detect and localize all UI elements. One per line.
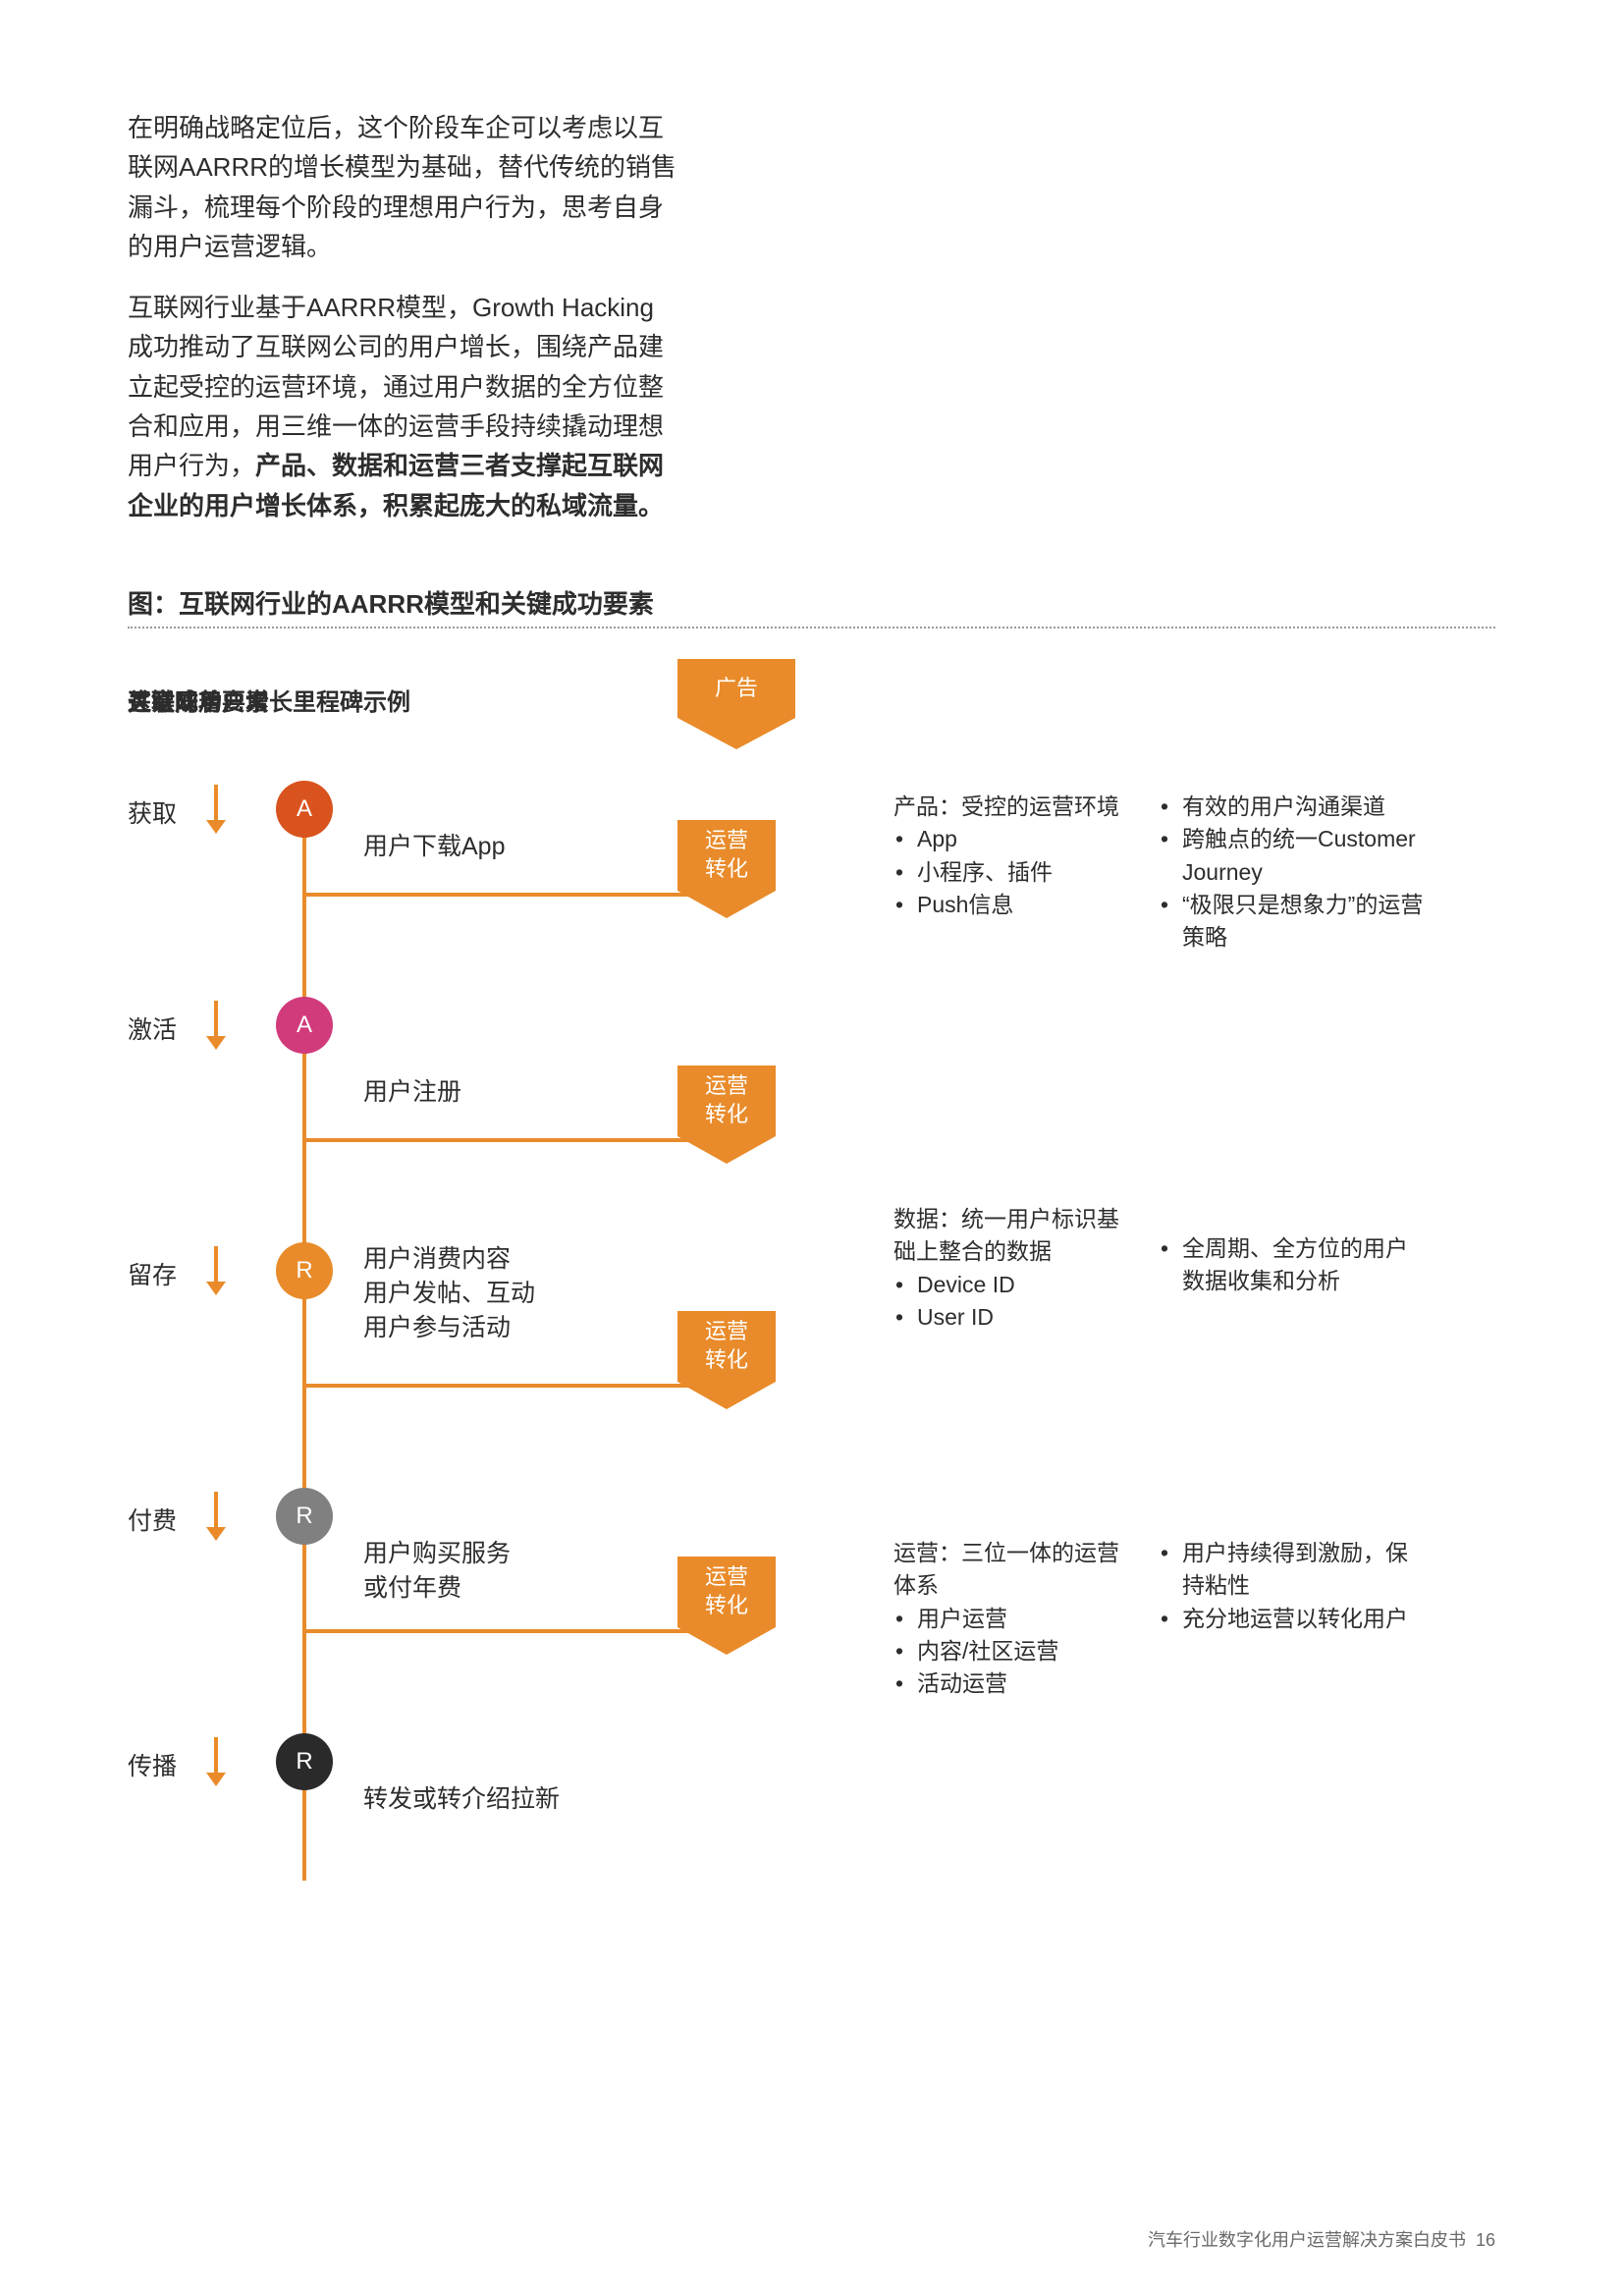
means-3: 用户持续得到激励，保持粘性 充分地运营以转化用户 bbox=[1159, 1537, 1424, 1635]
node-retain: R bbox=[276, 1242, 333, 1299]
node-revenue: R bbox=[276, 1488, 333, 1545]
node-refer: R bbox=[276, 1733, 333, 1790]
down-arrow-icon bbox=[206, 1737, 226, 1786]
flow-arrow: 运营 转化 bbox=[677, 1557, 776, 1655]
flow-arrow: 运营 转化 bbox=[677, 1311, 776, 1409]
connector bbox=[304, 1384, 731, 1388]
arrow-ad: 广告 bbox=[677, 659, 795, 749]
col-header-means: 这意味着…… bbox=[128, 683, 269, 717]
ksf-ops: 运营：三位一体的运营体系 用户运营 内容/社区运营 活动运营 bbox=[893, 1537, 1129, 1701]
down-arrow-icon bbox=[206, 1246, 226, 1295]
connector bbox=[304, 893, 731, 897]
flow-arrow: 运营 转化 bbox=[677, 820, 776, 918]
ksf-product: 产品：受控的运营环境 App 小程序、插件 Push信息 bbox=[893, 791, 1129, 921]
stage-label: 激活 bbox=[128, 1011, 177, 1046]
means-2: 全周期、全方位的用户数据收集和分析 bbox=[1159, 1232, 1424, 1298]
intro-text: 在明确战略定位后，这个阶段车企可以考虑以互联网AARRR的增长模型为基础，替代传… bbox=[128, 108, 1495, 525]
aarrr-diagram: 互联网用户增长里程碑示例 关键成功要素 这意味着…… 广告 获取 A 用户下载A… bbox=[128, 683, 1495, 1979]
intro-p1: 在明确战略定位后，这个阶段车企可以考虑以互联网AARRR的增长模型为基础，替代传… bbox=[128, 108, 677, 266]
stage-desc: 用户注册 bbox=[363, 1075, 461, 1110]
stage-desc: 用户购买服务 或付年费 bbox=[363, 1537, 511, 1606]
stage-label: 留存 bbox=[128, 1256, 177, 1291]
stage-desc: 用户下载App bbox=[363, 830, 505, 864]
means-1: 有效的用户沟通渠道 跨触点的统一Customer Journey “极限只是想象… bbox=[1159, 791, 1424, 955]
stage-label: 获取 bbox=[128, 794, 177, 830]
connector bbox=[304, 1629, 731, 1633]
ksf-data: 数据：统一用户标识基础上整合的数据 Device ID User ID bbox=[893, 1203, 1129, 1334]
node-acquire: A bbox=[276, 781, 333, 838]
figure-title: 图：互联网行业的AARRR模型和关键成功要素 bbox=[128, 584, 1495, 621]
node-activate: A bbox=[276, 997, 333, 1054]
flow-arrow: 运营 转化 bbox=[677, 1066, 776, 1164]
intro-p2: 互联网行业基于AARRR模型，Growth Hacking成功推动了互联网公司的… bbox=[128, 288, 677, 525]
spine-line bbox=[302, 800, 306, 1881]
page-footer: 汽车行业数字化用户运营解决方案白皮书 16 bbox=[1148, 2226, 1495, 2252]
stage-desc: 转发或转介绍拉新 bbox=[363, 1782, 560, 1817]
connector bbox=[304, 1138, 731, 1142]
stage-label: 传播 bbox=[128, 1747, 177, 1782]
down-arrow-icon bbox=[206, 1001, 226, 1050]
divider bbox=[128, 627, 1495, 629]
down-arrow-icon bbox=[206, 1492, 226, 1541]
down-arrow-icon bbox=[206, 785, 226, 834]
stage-desc: 用户消费内容 用户发帖、互动 用户参与活动 bbox=[363, 1242, 535, 1345]
stage-label: 付费 bbox=[128, 1502, 177, 1537]
